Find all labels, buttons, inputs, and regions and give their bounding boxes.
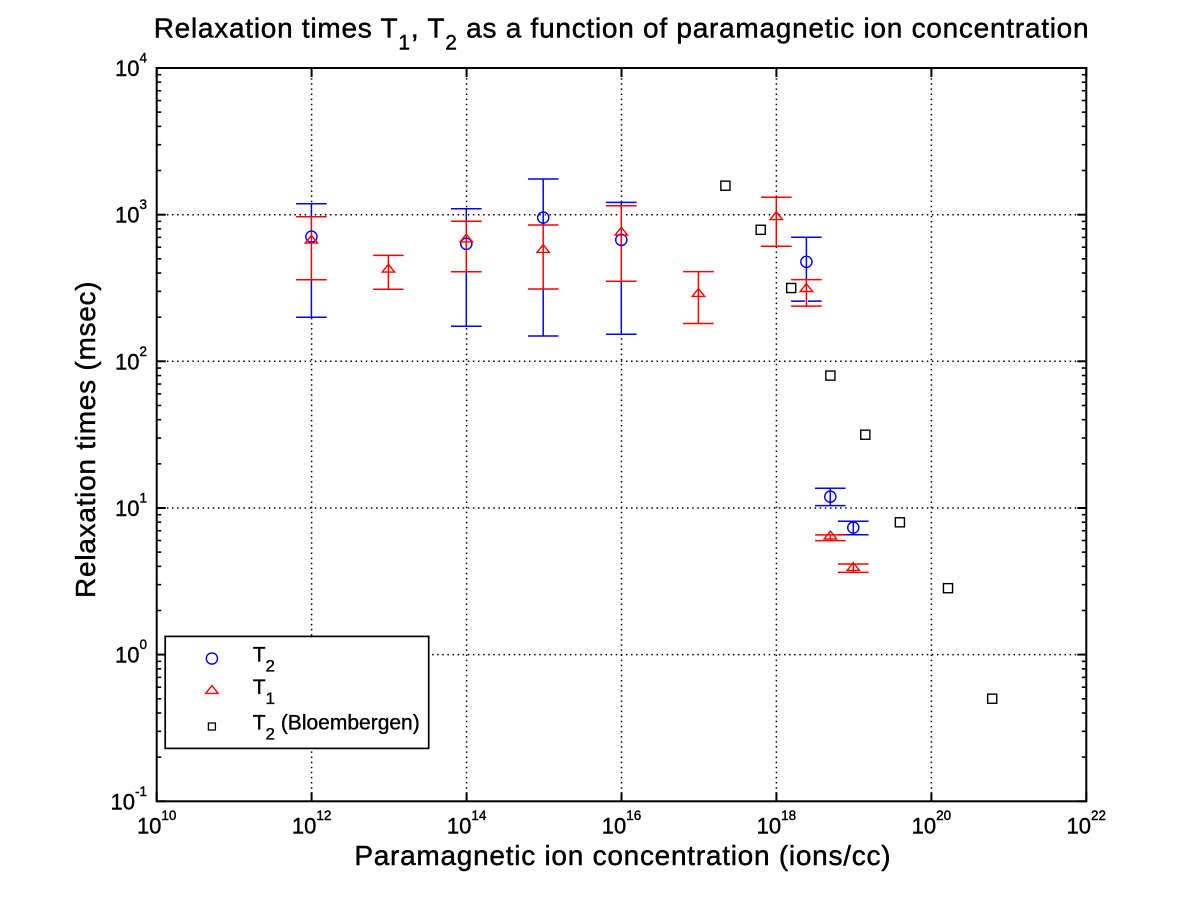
svg-text:Paramagnetic ion concentration: Paramagnetic ion concentration (ions/cc): [354, 840, 891, 871]
svg-text:Relaxation times (msec): Relaxation times (msec): [70, 281, 101, 598]
